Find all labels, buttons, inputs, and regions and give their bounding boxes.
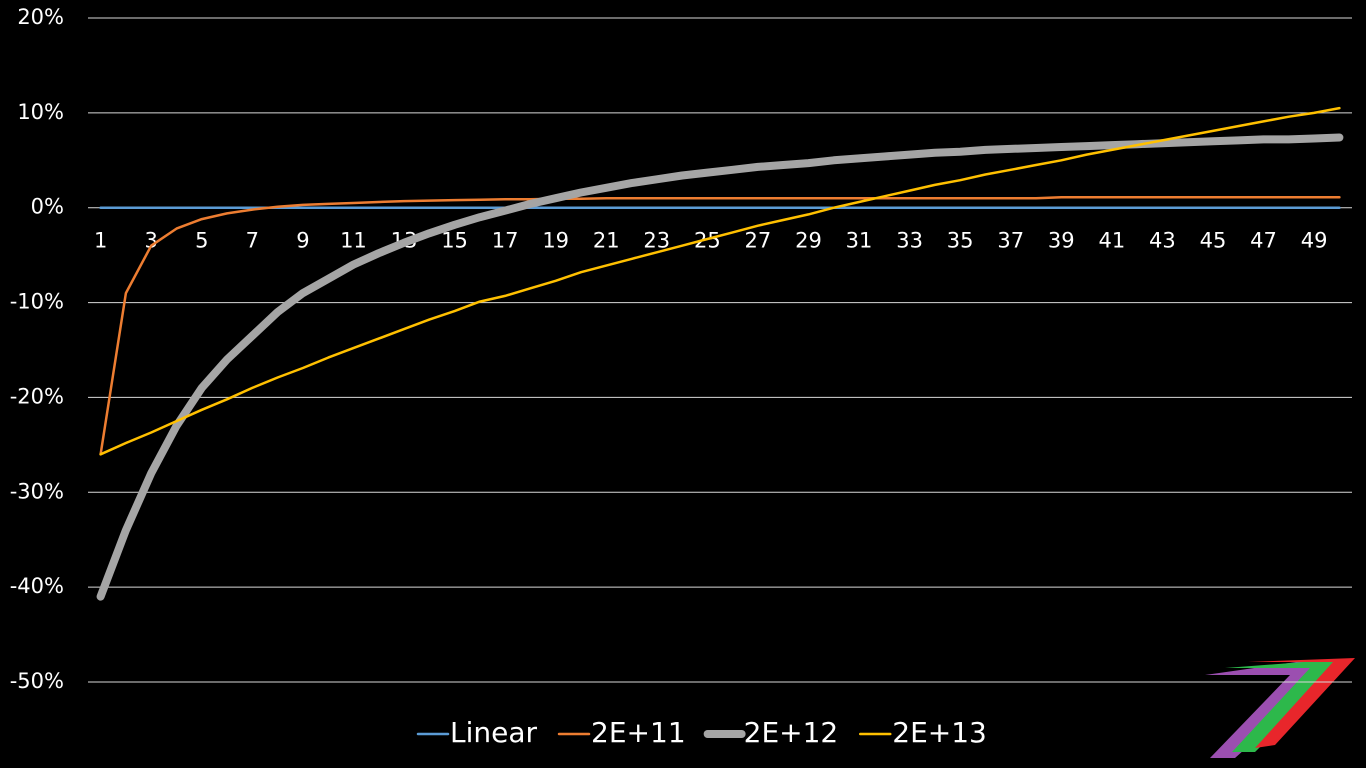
y-tick-label: -30%: [10, 479, 64, 503]
series-line: [99, 106, 1341, 456]
y-tick-label: -10%: [10, 290, 64, 314]
x-tick-label: 49: [1301, 229, 1328, 253]
x-tick-label: 5: [195, 229, 208, 253]
x-tick-label: 39: [1048, 229, 1075, 253]
x-tick-label: 19: [542, 229, 569, 253]
x-tick-label: 1: [94, 229, 107, 253]
series-line: [99, 196, 1341, 456]
x-tick-label: 11: [340, 229, 367, 253]
x-tick-label: 17: [492, 229, 519, 253]
x-tick-label: 35: [947, 229, 974, 253]
x-tick-label: 43: [1149, 229, 1176, 253]
y-tick-label: 0%: [31, 195, 64, 219]
x-tick-label: 15: [441, 229, 468, 253]
x-tick-label: 31: [846, 229, 873, 253]
y-tick-label: 10%: [17, 100, 64, 124]
x-tick-label: 45: [1200, 229, 1227, 253]
logo: [1205, 658, 1355, 758]
y-tick-label: -50%: [10, 669, 64, 693]
legend-label: 2E+12: [744, 716, 839, 749]
x-tick-label: 41: [1098, 229, 1125, 253]
x-tick-label: 47: [1250, 229, 1277, 253]
y-tick-label: -40%: [10, 574, 64, 598]
x-tick-label: 3: [145, 229, 158, 253]
x-tick-label: 33: [896, 229, 923, 253]
legend-label: 2E+11: [591, 716, 686, 749]
x-tick-label: 29: [795, 229, 822, 253]
x-tick-label: 9: [296, 229, 309, 253]
x-tick-label: 37: [997, 229, 1024, 253]
y-tick-label: -20%: [10, 384, 64, 408]
x-tick-label: 21: [593, 229, 620, 253]
y-tick-label: 20%: [17, 5, 64, 29]
legend-label: Linear: [450, 716, 538, 749]
series-line: [96, 133, 1344, 601]
legend-label: 2E+13: [892, 716, 987, 749]
x-tick-label: 7: [246, 229, 259, 253]
x-tick-label: 27: [745, 229, 772, 253]
